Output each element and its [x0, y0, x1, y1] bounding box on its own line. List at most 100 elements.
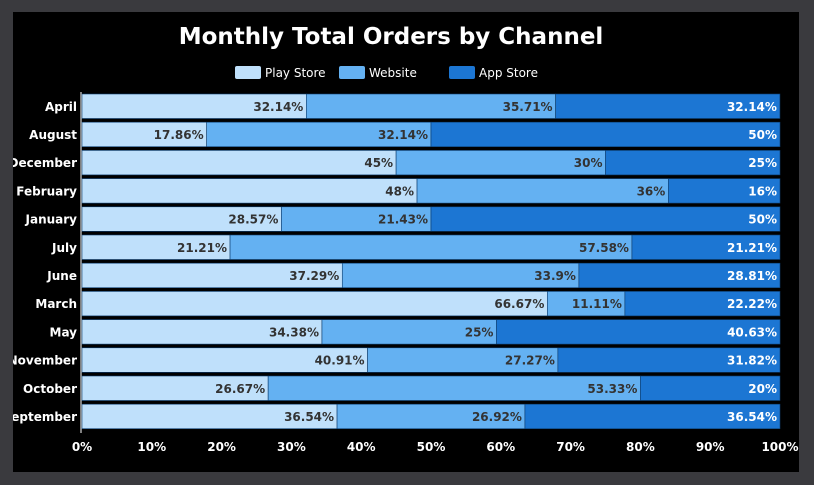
- bar-segment[interactable]: [557, 347, 781, 373]
- data-label: 50%: [748, 213, 777, 227]
- bar-segment[interactable]: [81, 178, 418, 204]
- data-label: 11.11%: [572, 297, 622, 311]
- category-label: August: [29, 128, 77, 142]
- x-tick-label: 90%: [696, 440, 725, 454]
- bar-segment[interactable]: [321, 319, 497, 345]
- legend-item[interactable]: Website: [339, 66, 417, 80]
- legend-swatch: [235, 66, 261, 79]
- bar-row: 32.14% 35.71% 32.14%: [81, 93, 781, 119]
- data-label: 21.21%: [727, 241, 777, 255]
- data-label: 26.92%: [472, 410, 522, 424]
- category-label: October: [23, 382, 77, 396]
- legend-label: Play Store: [265, 66, 326, 80]
- x-tick-label: 50%: [417, 440, 446, 454]
- bar-segment[interactable]: [395, 150, 606, 176]
- data-label: 36.54%: [284, 410, 334, 424]
- data-label: 35.71%: [503, 100, 553, 114]
- legend-label: Website: [369, 66, 417, 80]
- data-label: 21.43%: [378, 213, 428, 227]
- x-tick-label: 10%: [137, 440, 166, 454]
- bar-segment[interactable]: [496, 319, 781, 345]
- x-tick-label: 20%: [207, 440, 236, 454]
- bar-row: 66.67% 11.11% 22.22%: [81, 291, 781, 317]
- bars: 32.14% 35.71% 32.14% 17.86% 32.14% 50% 45% 30% 2…: [81, 93, 781, 430]
- data-label: 66.67%: [494, 297, 544, 311]
- bar-segment[interactable]: [306, 93, 556, 119]
- bar-row: 48% 36% 16%: [81, 178, 781, 204]
- x-tick-label: 30%: [277, 440, 306, 454]
- bar-segment[interactable]: [81, 262, 343, 288]
- data-label: 57.58%: [579, 241, 629, 255]
- data-label: 27.27%: [505, 354, 555, 368]
- data-label: 50%: [748, 128, 777, 142]
- data-label: 37.29%: [289, 269, 339, 283]
- x-tick-label: 100%: [761, 440, 798, 454]
- bar-segment[interactable]: [281, 206, 432, 232]
- data-label: 40.91%: [315, 354, 365, 368]
- bar-segment[interactable]: [430, 206, 781, 232]
- bar-segment[interactable]: [605, 150, 781, 176]
- category-labels: April August December February January July Ju…: [13, 100, 77, 424]
- bar-segment[interactable]: [624, 291, 781, 317]
- x-axis-ticks: 0% 10% 20% 30% 40% 50% 60% 70% 80% 90% 100%: [72, 440, 799, 454]
- data-label: 33.9%: [534, 269, 576, 283]
- bar-segment[interactable]: [81, 319, 323, 345]
- bar-segment[interactable]: [267, 375, 641, 401]
- category-label: April: [45, 100, 77, 114]
- bar-segment[interactable]: [81, 121, 207, 147]
- bar-row: 28.57% 21.43% 50%: [81, 206, 781, 232]
- bar-segment[interactable]: [81, 206, 282, 232]
- bar-segment[interactable]: [668, 178, 781, 204]
- chart-title: Monthly Total Orders by Channel: [179, 24, 604, 50]
- data-label: 32.14%: [378, 128, 428, 142]
- category-label: September: [13, 410, 77, 424]
- legend-item[interactable]: App Store: [449, 66, 538, 80]
- legend-item[interactable]: Play Store: [235, 66, 326, 80]
- bar-segment[interactable]: [416, 178, 669, 204]
- data-label: 25%: [465, 325, 494, 339]
- category-label: July: [51, 241, 77, 255]
- chart-card: Monthly Total Orders by Channel Play Sto…: [13, 12, 799, 472]
- data-label: 28.81%: [727, 269, 777, 283]
- category-label: November: [13, 354, 77, 368]
- bar-segment[interactable]: [206, 121, 432, 147]
- bar-segment[interactable]: [336, 403, 526, 430]
- category-label: May: [50, 325, 78, 339]
- bar-segment[interactable]: [524, 403, 781, 430]
- x-tick-label: 40%: [347, 440, 376, 454]
- data-label: 48%: [385, 184, 414, 198]
- bar-segment[interactable]: [578, 262, 781, 288]
- data-label: 32.14%: [253, 100, 303, 114]
- bar-row: 21.21% 57.58% 21.21%: [81, 234, 781, 260]
- bar-segment[interactable]: [81, 347, 368, 373]
- data-label: 16%: [748, 184, 777, 198]
- category-label: January: [25, 213, 78, 227]
- bar-row: 45% 30% 25%: [81, 150, 781, 176]
- bar-segment[interactable]: [229, 234, 633, 260]
- category-label: December: [13, 156, 77, 170]
- bar-segment[interactable]: [631, 234, 781, 260]
- x-tick-label: 0%: [72, 440, 92, 454]
- legend: Play Store Website App Store: [235, 66, 538, 80]
- bar-segment[interactable]: [367, 347, 559, 373]
- data-label: 17.86%: [154, 128, 204, 142]
- bar-segment[interactable]: [640, 375, 781, 401]
- bar-segment[interactable]: [341, 262, 580, 288]
- bar-segment[interactable]: [547, 291, 626, 317]
- category-label: June: [46, 269, 77, 283]
- stacked-bar-chart: Monthly Total Orders by Channel Play Sto…: [13, 24, 799, 454]
- data-label: 26.67%: [215, 382, 265, 396]
- bar-segment[interactable]: [81, 93, 307, 119]
- data-label: 25%: [748, 156, 777, 170]
- bar-segment[interactable]: [555, 93, 781, 119]
- bar-segment[interactable]: [430, 121, 781, 147]
- bar-segment[interactable]: [81, 291, 548, 317]
- bar-row: 17.86% 32.14% 50%: [81, 121, 781, 147]
- data-label: 36.54%: [727, 410, 777, 424]
- category-label: February: [16, 184, 77, 198]
- data-label: 28.57%: [228, 213, 278, 227]
- data-label: 20%: [748, 382, 777, 396]
- data-label: 21.21%: [177, 241, 227, 255]
- bar-row: 26.67% 53.33% 20%: [81, 375, 781, 401]
- bar-segment[interactable]: [81, 150, 397, 176]
